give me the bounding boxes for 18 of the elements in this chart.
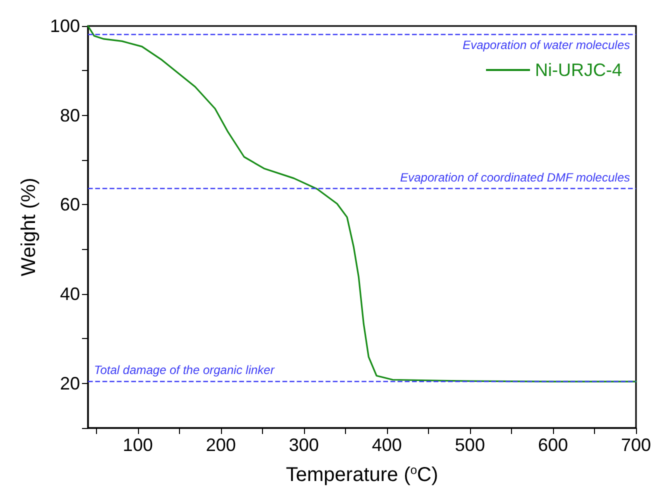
y-tick-label: 20: [60, 373, 80, 394]
x-tick-label: 700: [620, 435, 652, 455]
y-axis-title: Weight (%): [18, 178, 40, 276]
ref-line-label: Total damage of the organic linker: [94, 363, 276, 378]
x-tick-label: 400: [372, 435, 402, 455]
line-series: [87, 25, 637, 382]
x-tick-label: 500: [454, 435, 485, 455]
legend-label: Ni-URJC-4: [535, 60, 622, 80]
x-tick-label: 100: [122, 435, 153, 455]
x-tick-label: 600: [538, 435, 568, 455]
x-tick-label: 300: [288, 435, 319, 455]
y-tick-label: 60: [60, 194, 80, 215]
y-tick-label: 80: [60, 105, 80, 126]
y-tick-label: 100: [50, 16, 80, 36]
ref-line-label: Evaporation of water molecules: [462, 38, 630, 52]
x-tick-label: 200: [206, 435, 236, 455]
y-tick-label: 40: [60, 284, 80, 304]
ref-line-label: Evaporation of coordinated DMF molecules: [400, 170, 630, 185]
